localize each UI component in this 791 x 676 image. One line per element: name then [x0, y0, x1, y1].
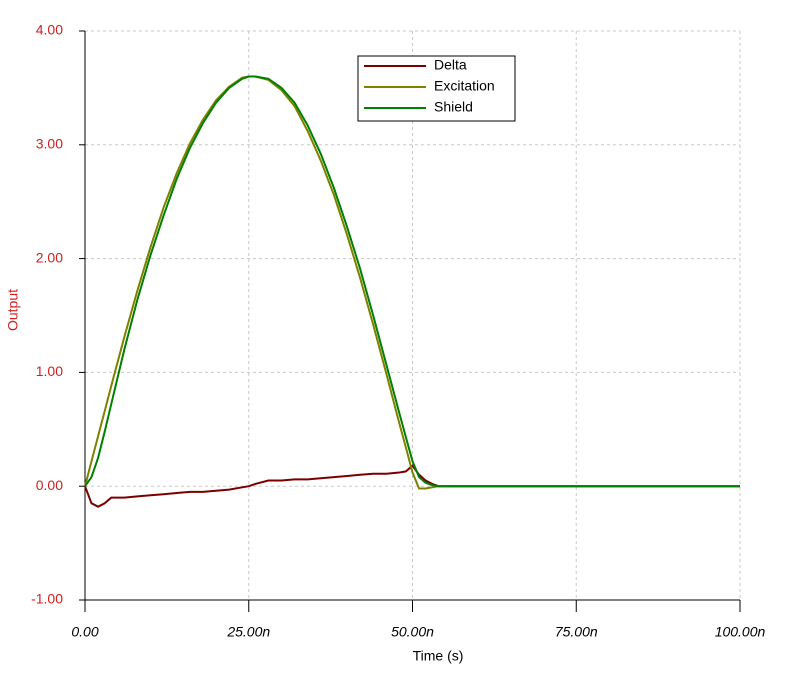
y-tick-label: 1.00 — [36, 363, 63, 379]
x-tick-label: 75.00n — [555, 624, 598, 640]
series-line — [84, 75, 740, 488]
y-axis-title: Output — [5, 289, 21, 331]
series-line — [84, 75, 740, 490]
y-tick-label: -1.00 — [31, 591, 63, 607]
legend-label: Excitation — [434, 78, 495, 94]
y-tick-label: 0.00 — [36, 477, 63, 493]
y-tick-label: 2.00 — [36, 249, 63, 265]
x-tick-label: 25.00n — [226, 624, 270, 640]
legend-label: Delta — [434, 57, 467, 73]
y-tick-label: 4.00 — [36, 22, 63, 38]
series-line — [84, 464, 740, 508]
x-tick-label: 0.00 — [71, 624, 98, 640]
x-axis-title: Time (s) — [413, 648, 464, 664]
y-tick-label: 3.00 — [36, 136, 63, 152]
x-tick-label: 50.00n — [391, 624, 434, 640]
legend-label: Shield — [434, 99, 473, 115]
x-tick-label: 100.00n — [715, 624, 766, 640]
